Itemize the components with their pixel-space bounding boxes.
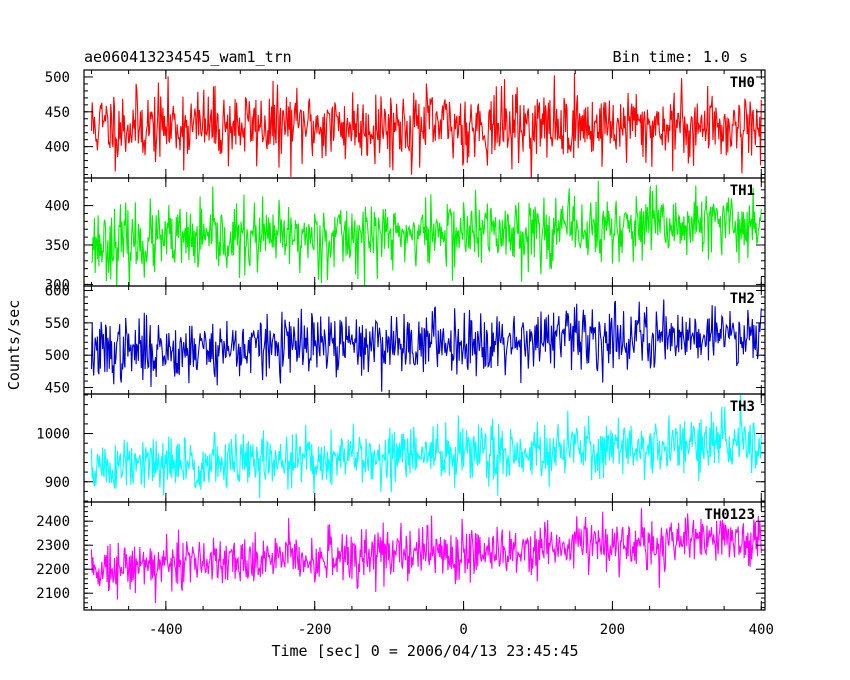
x-axis-label: Time [sec] 0 = 2006/04/13 23:45:45 xyxy=(271,642,578,660)
y-tick-label: 2400 xyxy=(36,514,70,530)
panel-label-th2: TH2 xyxy=(730,291,755,307)
y-tick-label: 1000 xyxy=(36,427,70,443)
y-tick-label: 350 xyxy=(45,238,70,254)
panel-th0: 400 450 500 TH0 xyxy=(45,69,766,179)
y-axis-label: Counts/sec xyxy=(5,300,23,390)
y-tick-label: 450 xyxy=(45,381,70,397)
y-tick-label: 600 xyxy=(45,284,70,300)
y-tick-label: 550 xyxy=(45,316,70,332)
x-tick-label: 0 xyxy=(459,622,467,638)
series-line-th0 xyxy=(90,73,762,178)
y-tick-label: 500 xyxy=(45,348,70,364)
chart-subtitle: Bin time: 1.0 s xyxy=(613,48,748,66)
x-tick-label: -200 xyxy=(298,622,332,638)
panel-frame xyxy=(83,501,766,611)
chart-title: ae060413234545_wam1_trn xyxy=(84,48,292,66)
panel-th3: 900 1000 TH3 xyxy=(36,393,766,503)
x-tick-label: -400 xyxy=(149,622,183,638)
x-tick-label: 400 xyxy=(749,622,774,638)
panel-th2: 450 500 550 600 TH2 xyxy=(45,284,766,397)
series-line-th0123 xyxy=(90,508,762,604)
y-tick-label: 2300 xyxy=(36,538,70,554)
y-tick-label: 2200 xyxy=(36,562,70,578)
series-line-th2 xyxy=(90,299,762,392)
panel-label-th3: TH3 xyxy=(730,399,755,415)
panel-th1: 300 350 400 TH1 xyxy=(45,177,766,293)
y-tick-label: 400 xyxy=(45,199,70,215)
y-tick-label: 400 xyxy=(45,140,70,156)
panel-th0123: 2100 2200 2300 2400 TH0123 xyxy=(36,501,766,611)
y-tick-label: 500 xyxy=(45,70,70,86)
panel-label-th0: TH0 xyxy=(730,75,755,91)
y-tick-label: 300 xyxy=(45,277,70,293)
y-tick-label: 450 xyxy=(45,105,70,121)
y-tick-label: 900 xyxy=(45,475,70,491)
x-tick-label: 200 xyxy=(600,622,625,638)
series-line-th3 xyxy=(90,394,762,499)
panel-frame xyxy=(83,393,766,503)
series-line-th1 xyxy=(91,180,762,286)
panel-label-th1: TH1 xyxy=(730,183,755,199)
x-axis: -400 -200 0 200 400 xyxy=(149,622,774,638)
panel-label-th0123: TH0123 xyxy=(704,507,755,523)
panels-group: 400 450 500 TH0 300 350 400 TH1 450 500 550 600 TH2 9… xyxy=(36,69,766,611)
y-tick-label: 2100 xyxy=(36,586,70,602)
